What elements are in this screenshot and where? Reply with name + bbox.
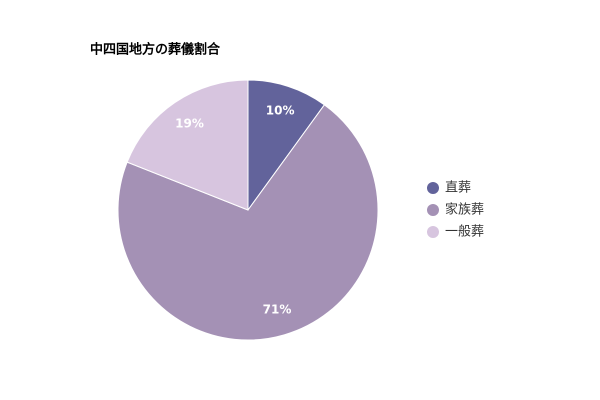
- chart-title: 中四国地方の葬儀割合: [90, 42, 221, 58]
- data-label: 19%: [175, 116, 204, 130]
- legend-label: 家族葬: [445, 202, 484, 218]
- legend-marker: [427, 182, 439, 194]
- legend-marker: [427, 226, 439, 238]
- pie-slice: [126, 79, 249, 211]
- pie-slice: [247, 79, 326, 212]
- pie-slice: [117, 104, 379, 341]
- data-label: 71%: [263, 302, 292, 316]
- legend-marker: [427, 204, 439, 216]
- legend-label: 一般葬: [445, 224, 484, 240]
- data-label: 10%: [266, 104, 295, 118]
- legend-label: 直葬: [445, 181, 471, 196]
